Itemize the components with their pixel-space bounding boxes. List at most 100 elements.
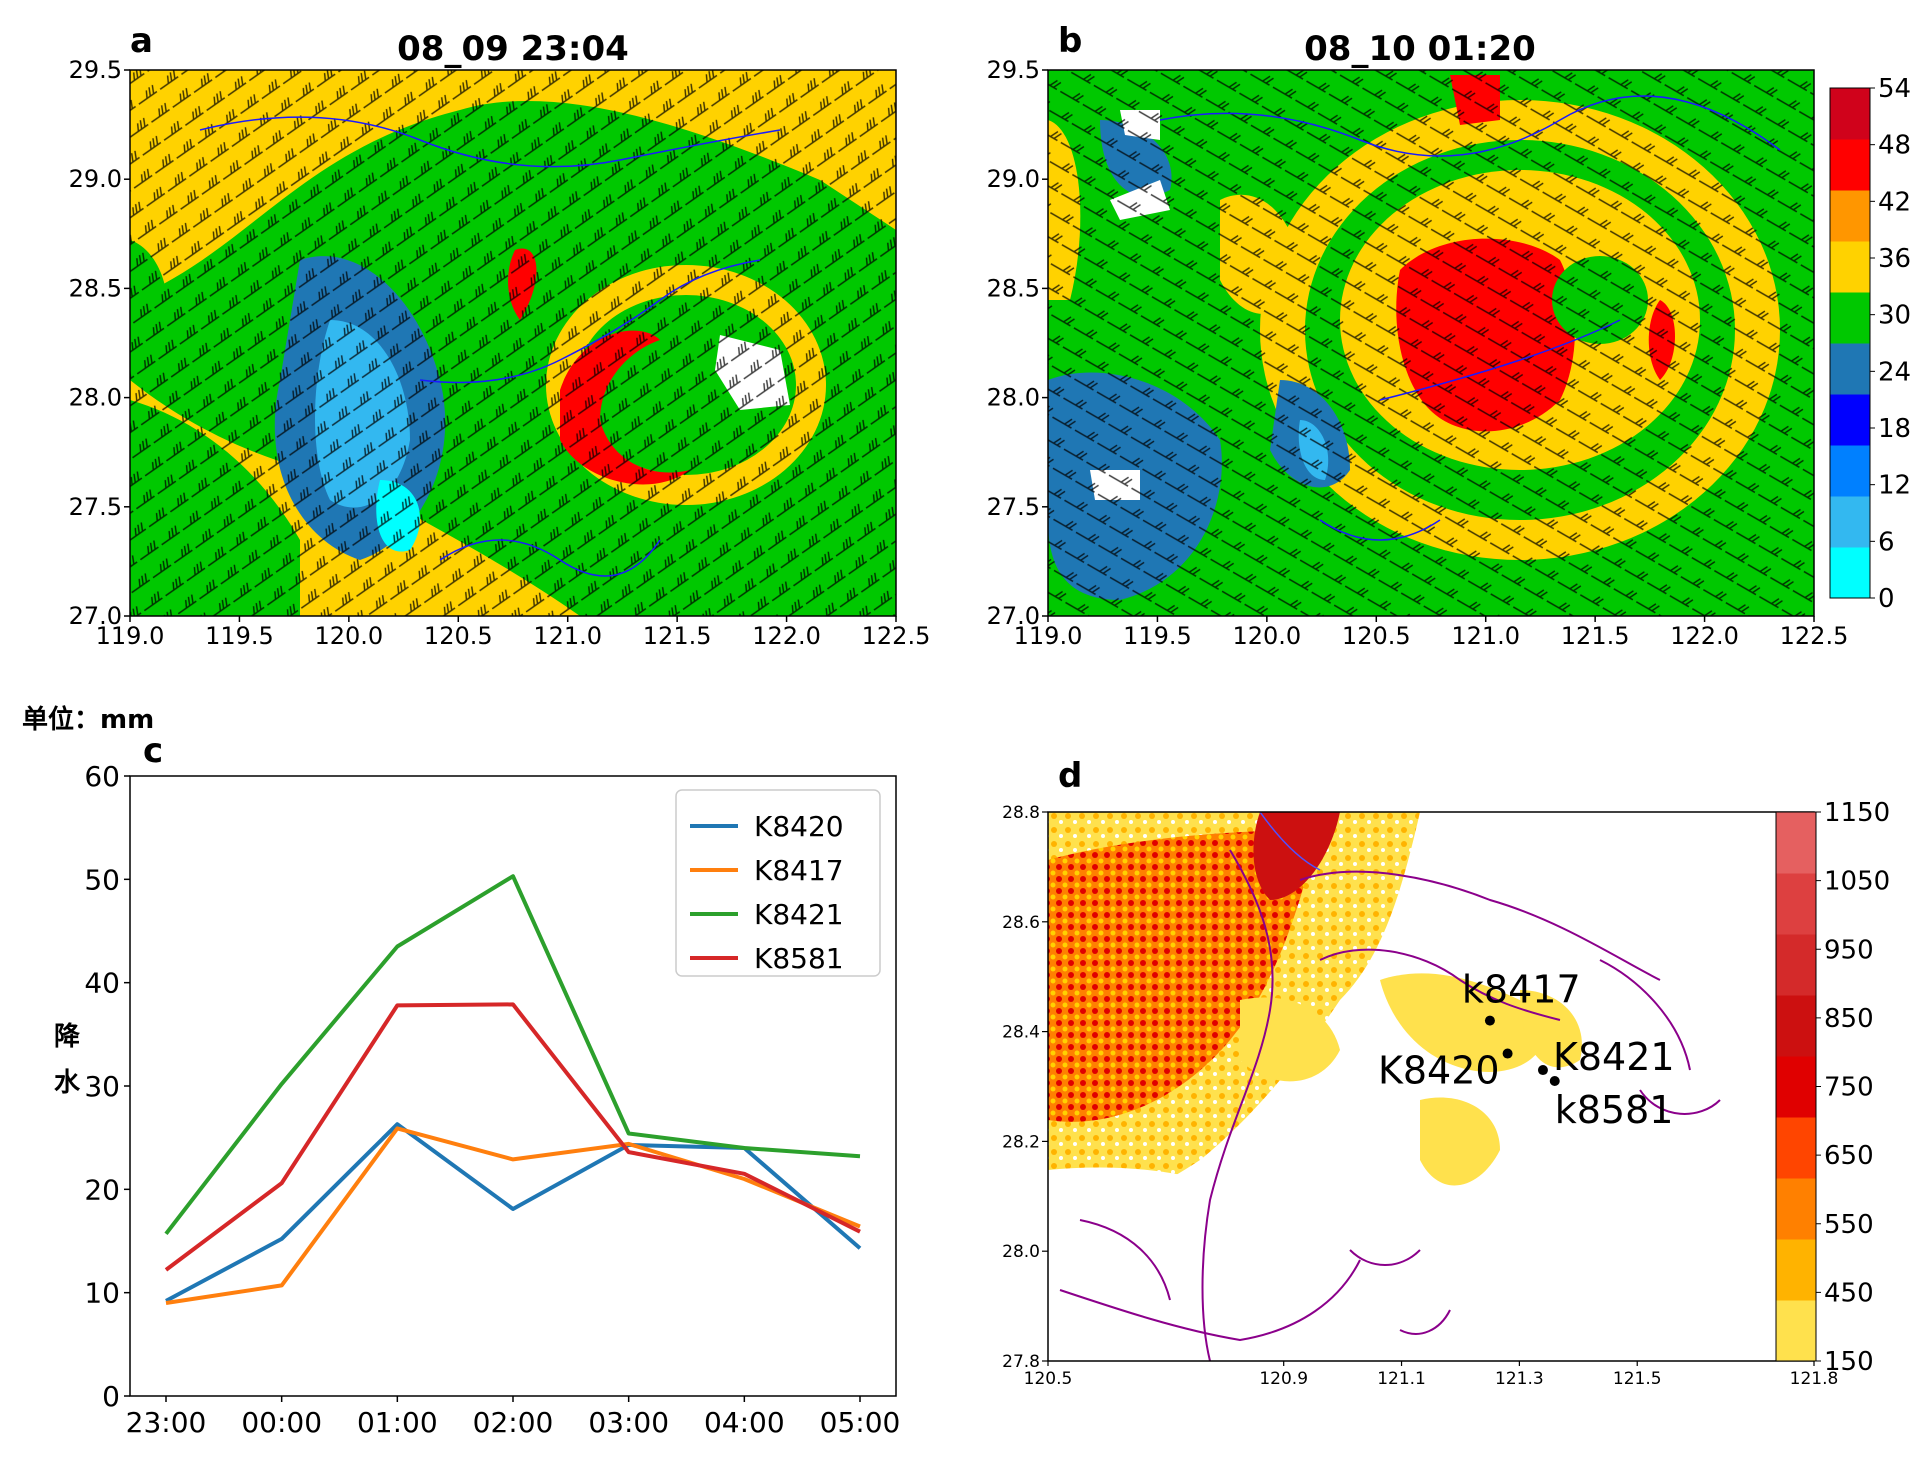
panel-b-colorbar-swatch [1830, 547, 1870, 599]
panel-d-colorbar-tick-label: 150 [1824, 1347, 1874, 1377]
panel-b-x-tick-label: 122.5 [1780, 622, 1849, 650]
panel-d-colorbar-swatch [1776, 1239, 1816, 1301]
panel-b-colorbar-frame [1829, 87, 1871, 599]
panel-a-label: a [130, 21, 153, 61]
panel-b-y-axis: 27.0 27.5 28.0 28.5 29.0 29.5 [987, 56, 1048, 630]
station-label: K8420 [1378, 1049, 1500, 1093]
panel-c-x-tick-label: 04:00 [704, 1406, 785, 1439]
panel-b-x-tick-label: 119.5 [1123, 622, 1192, 650]
station-label: K8421 [1553, 1035, 1675, 1079]
panel-d-y-tick-label: 28.6 [1002, 913, 1040, 933]
panel-a-x-tick-label: 119.5 [205, 622, 274, 650]
panel-d-colorbar-swatch [1776, 1056, 1816, 1118]
station-marker [1484, 1015, 1495, 1026]
panel-c-x-tick-label: 02:00 [473, 1406, 554, 1439]
legend-label: K8417 [754, 854, 844, 887]
panel-d-x-tick-label: 121.3 [1495, 1369, 1544, 1389]
panel-a-x-axis: 119.0 119.5 120.0 120.5 121.0 121.5 122.0 122.5 [96, 616, 931, 650]
panel-c-unit-label: 单位：mm [22, 704, 154, 735]
panel-d-colorbar-swatch [1776, 995, 1816, 1057]
legend-label: K8581 [754, 942, 844, 975]
panel-d-colorbar-tick-label: 850 [1824, 1004, 1874, 1034]
panel-c-y-tick-label: 60 [84, 760, 120, 793]
panel-c-label: c [143, 731, 163, 771]
panel-a-x-tick-label: 119.0 [96, 622, 165, 650]
panel-c-y-tick-label: 20 [84, 1173, 120, 1206]
panel-b-colorbar-tick-label: 36 [1878, 244, 1911, 274]
panel-d-y-tick-label: 28.2 [1002, 1132, 1040, 1152]
panel-a-y-tick-label: 27.0 [69, 602, 122, 630]
panel-d-colorbar-tick-label: 750 [1824, 1073, 1874, 1103]
panel-b-x-tick-label: 120.5 [1342, 622, 1411, 650]
series-line-k8421 [164, 874, 861, 1236]
series-line-k8581 [164, 1002, 861, 1272]
panel-b-x-tick-label: 121.5 [1561, 622, 1630, 650]
panel-b-y-tick-label: 29.0 [987, 165, 1040, 193]
panel-d-y-axis: 27.8 28.0 28.2 28.4 28.6 28.8 [1002, 803, 1048, 1372]
panel-c-series [164, 874, 862, 1305]
panel-d-x-tick-label: 120.5 [1024, 1369, 1073, 1389]
panel-b: b 08_10 01:20 119.0 119.5 120.0 1 [987, 21, 1912, 650]
panel-a-x-tick-label: 121.5 [643, 622, 712, 650]
panel-b-colorbar-tick-label: 6 [1878, 527, 1895, 557]
panel-a-y-axis: 27.0 27.5 28.0 28.5 29.0 29.5 [69, 56, 130, 630]
panel-d-terrain-map [1048, 812, 1814, 1361]
panel-c-x-tick-label: 01:00 [357, 1406, 438, 1439]
panel-c-y-tick-label: 0 [102, 1380, 120, 1413]
legend-box [675, 789, 881, 977]
panel-b-colorbar-tick-label: 48 [1878, 131, 1911, 161]
panel-b-colorbar-tick-label: 42 [1878, 187, 1911, 217]
panel-a-y-tick-label: 27.5 [69, 493, 122, 521]
panel-b-x-tick-label: 122.0 [1670, 622, 1739, 650]
panel-d-y-tick-label: 28.4 [1002, 1023, 1040, 1043]
panel-b-x-tick-label: 121.0 [1451, 622, 1520, 650]
panel-b-x-tick-label: 120.0 [1232, 622, 1301, 650]
station-marker [1549, 1076, 1560, 1087]
series-line-k8417 [165, 1126, 861, 1305]
panel-b-x-tick-label: 119.0 [1014, 622, 1083, 650]
panel-c-legend: K8420 K8417 K8421 K8581 [675, 789, 881, 977]
panel-c-y-tick-label: 40 [84, 967, 120, 1000]
panel-a-x-tick-label: 122.5 [862, 622, 931, 650]
panel-c-axes: 0 10 20 30 40 50 60 23:00 00:00 01:00 02:00 03:00 04… [84, 760, 900, 1439]
station-marker [1537, 1065, 1548, 1076]
panel-d-y-tick-label: 27.8 [1002, 1352, 1040, 1372]
panel-c-y-tick-label: 10 [84, 1277, 120, 1310]
panel-b-colorbar-swatch [1830, 496, 1870, 548]
panel-b-colorbar: 0 6 12 18 24 30 36 42 48 54 [1829, 74, 1911, 614]
panel-b-colorbar-swatch [1830, 190, 1870, 242]
panel-b-y-tick-label: 27.0 [987, 602, 1040, 630]
panel-d-x-tick-label: 121.5 [1613, 1369, 1662, 1389]
panel-a: a 08_09 23:04 119.0 119.5 120.0 120.5 121.0 1… [69, 21, 931, 650]
panel-d-colorbar-swatch [1776, 812, 1816, 874]
panel-d-colorbar-tick-label: 550 [1824, 1210, 1874, 1240]
panel-b-colorbar-swatch [1830, 88, 1870, 140]
panel-a-x-tick-label: 120.0 [314, 622, 383, 650]
panel-c-x-tick-label: 00:00 [241, 1406, 322, 1439]
panel-b-colorbar-tick-label: 30 [1878, 301, 1911, 331]
panel-d-colorbar-tick-label: 1050 [1824, 867, 1890, 897]
panel-c-y-tick-label: 30 [84, 1070, 120, 1103]
panel-b-colorbar-tick-label: 12 [1878, 471, 1911, 501]
panel-d-colorbar-swatch [1776, 1117, 1816, 1179]
station-label: k8417 [1462, 968, 1581, 1012]
panel-b-y-tick-label: 28.5 [987, 274, 1040, 302]
panel-b-y-tick-label: 27.5 [987, 493, 1040, 521]
panel-b-colorbar-swatch [1830, 445, 1870, 497]
panel-b-x-axis: 119.0 119.5 120.0 120.5 121.0 121.5 122.0 122.5 [1014, 616, 1849, 650]
panel-d-x-tick-label: 121.8 [1790, 1369, 1839, 1389]
panel-d-stations: k8417 K8420 K8421 k8581 [1378, 968, 1675, 1132]
panel-d-label: d [1058, 756, 1082, 796]
panel-d-colorbar-swatch [1776, 873, 1816, 935]
panel-c-y-label: 降水 [54, 1022, 81, 1098]
panel-b-y-tick-label: 29.5 [987, 56, 1040, 84]
panel-b-colorbar-swatch [1830, 394, 1870, 446]
panel-d-colorbar-swatch [1776, 1300, 1816, 1362]
panel-b-colorbar-swatch [1830, 139, 1870, 191]
panel-c-y-tick-label: 50 [84, 863, 120, 896]
panel-a-x-tick-label: 121.0 [533, 622, 602, 650]
panel-a-y-tick-label: 29.0 [69, 165, 122, 193]
panel-d: d 120.5 120.9 121.1 121.3 121.5 121.8 27.8 28.… [1002, 756, 1890, 1389]
